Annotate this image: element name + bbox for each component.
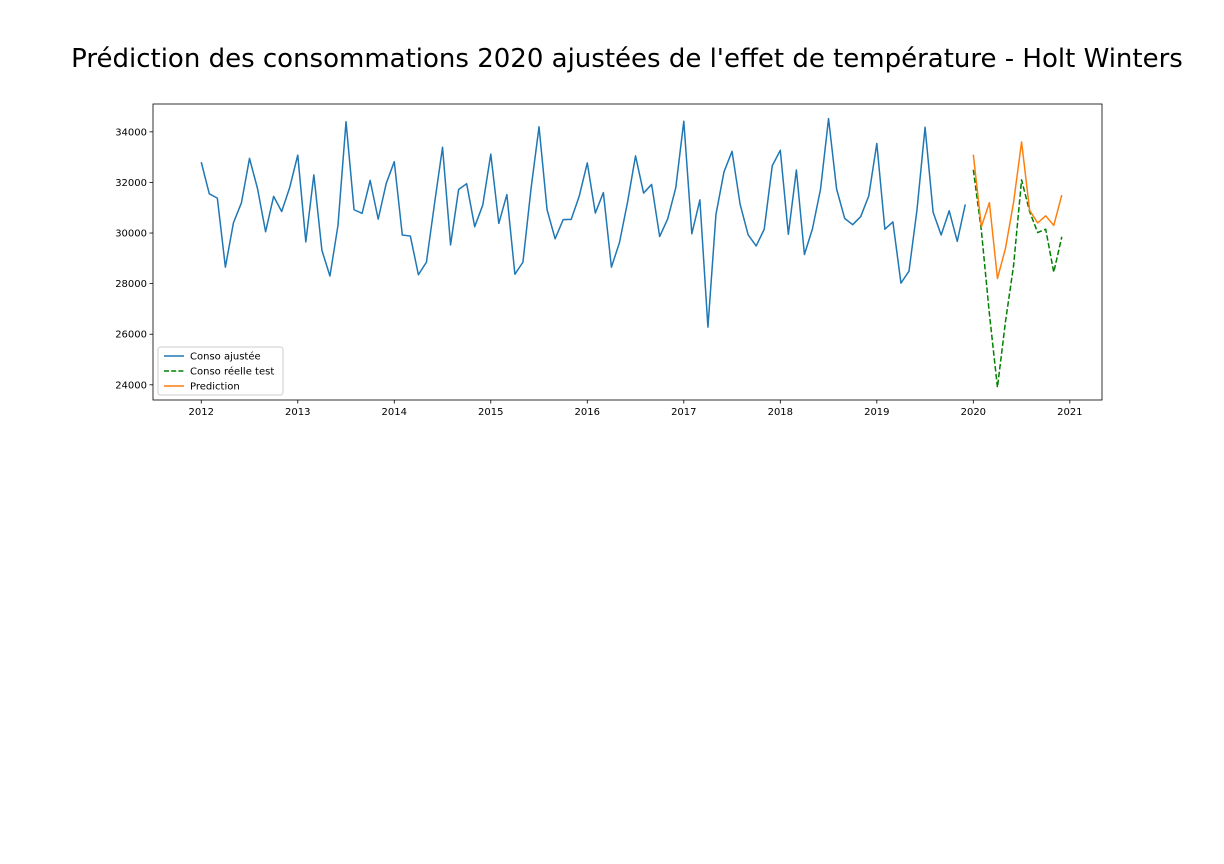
x-tick-label: 2020 (961, 407, 986, 418)
legend: Conso ajustée Conso réelle test Prediction (157, 346, 284, 396)
x-tick-label: 2016 (575, 407, 600, 418)
y-tick-label: 24000 (115, 380, 147, 391)
x-tick-label: 2014 (382, 407, 407, 418)
y-tick-label: 34000 (115, 127, 147, 138)
y-tick-label: 30000 (115, 229, 147, 240)
series-line-1 (200, 117, 967, 328)
x-tick-label: 2015 (478, 407, 503, 418)
series-line-2 (972, 169, 1063, 389)
legend-label: Conso ajustée (190, 351, 261, 363)
x-tick-label: 2012 (189, 407, 214, 418)
x-axis: 2012 2013 2014 2015 2016 2017 2018 2019 2020 2021 (189, 400, 1083, 418)
series-line-3 (972, 141, 1063, 280)
x-tick-label: 2013 (285, 407, 310, 418)
y-tick-label: 32000 (115, 178, 147, 189)
x-tick-label: 2019 (864, 407, 889, 418)
chart-title: Prédiction des consommations 2020 ajusté… (71, 44, 1183, 74)
y-tick-label: 28000 (115, 279, 147, 290)
x-tick-label: 2018 (768, 407, 793, 418)
series-layer (200, 117, 1063, 389)
legend-box (157, 346, 284, 396)
legend-label: Conso réelle test (190, 366, 274, 378)
y-axis: 24000 26000 28000 30000 32000 34000 (115, 127, 153, 391)
plot-frame (152, 103, 1103, 401)
y-tick-label: 26000 (115, 330, 147, 341)
legend-label: Prediction (190, 382, 240, 393)
x-tick-label: 2017 (671, 407, 696, 418)
x-tick-label: 2021 (1057, 407, 1082, 418)
